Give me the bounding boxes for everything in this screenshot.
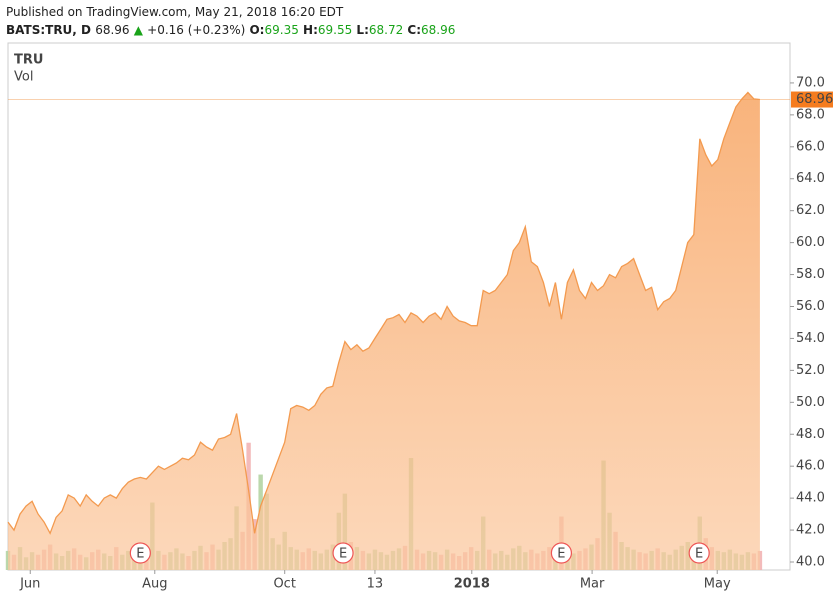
legend-entry: TRU [14, 53, 43, 68]
y-tick-label: 56.0 [796, 299, 825, 314]
arrow: ▲ [133, 23, 143, 37]
x-tick-label: 2018 [454, 577, 490, 592]
high: 69.55 [317, 23, 353, 37]
earnings-marker [332, 542, 354, 564]
y-tick-label: 62.0 [796, 203, 825, 218]
o-label: O: [249, 23, 265, 37]
close: 68.96 [421, 23, 456, 37]
y-tick-label: 68.0 [796, 107, 825, 122]
earnings-marker [688, 542, 710, 564]
x-tick-label: May [704, 577, 731, 592]
x-tick-label: Jun [19, 577, 40, 592]
y-tick-label: 46.0 [796, 459, 825, 474]
quote-line: BATS:TRU, D 68.96 ▲ +0.16 (+0.23%) O:69.… [6, 21, 455, 39]
c-label: C: [407, 23, 422, 37]
last-price-box [791, 91, 833, 108]
h-label: H: [303, 23, 318, 37]
y-tick-label: 64.0 [796, 171, 825, 186]
open: 69.35 [264, 23, 299, 37]
y-tick-label: 42.0 [796, 523, 825, 538]
price-line [7, 91, 760, 535]
legend-entry: Vol [14, 70, 33, 85]
volume-bar [757, 550, 763, 570]
x-tick-label: 13 [367, 577, 384, 592]
earnings-label: E [136, 547, 144, 562]
earnings-marker [129, 542, 151, 564]
y-tick-label: 52.0 [796, 363, 825, 378]
x-tick-label: Oct [273, 577, 295, 592]
y-tick-label: 70.0 [796, 75, 825, 90]
y-tick-label: 54.0 [796, 331, 825, 346]
y-tick-label: 40.0 [796, 555, 825, 570]
y-tick-label: 48.0 [796, 427, 825, 442]
y-tick-label: 44.0 [796, 491, 825, 506]
x-tick-label: Mar [580, 577, 605, 592]
price: 68.96 [95, 23, 130, 37]
earnings-label: E [339, 547, 347, 562]
y-tick-label: 66.0 [796, 139, 825, 154]
y-tick-label: 60.0 [796, 235, 825, 250]
last-price-label: 68.96 [796, 92, 833, 107]
l-label: L: [356, 23, 369, 37]
x-tick-label: Aug [142, 577, 167, 592]
change: +0.16 (+0.23%) [147, 23, 246, 37]
earnings-label: E [557, 547, 565, 562]
price-area [8, 92, 760, 570]
earnings-label: E [695, 547, 703, 562]
earnings-marker [550, 542, 573, 564]
header: Published on TradingView.com, May 21, 20… [6, 3, 455, 39]
y-tick-label: 58.0 [796, 267, 825, 282]
symbol: BATS:TRU, D [6, 23, 91, 37]
y-tick-label: 50.0 [796, 395, 825, 410]
low: 68.72 [368, 23, 404, 37]
published: Published on TradingView.com, May 21, 20… [6, 5, 344, 19]
